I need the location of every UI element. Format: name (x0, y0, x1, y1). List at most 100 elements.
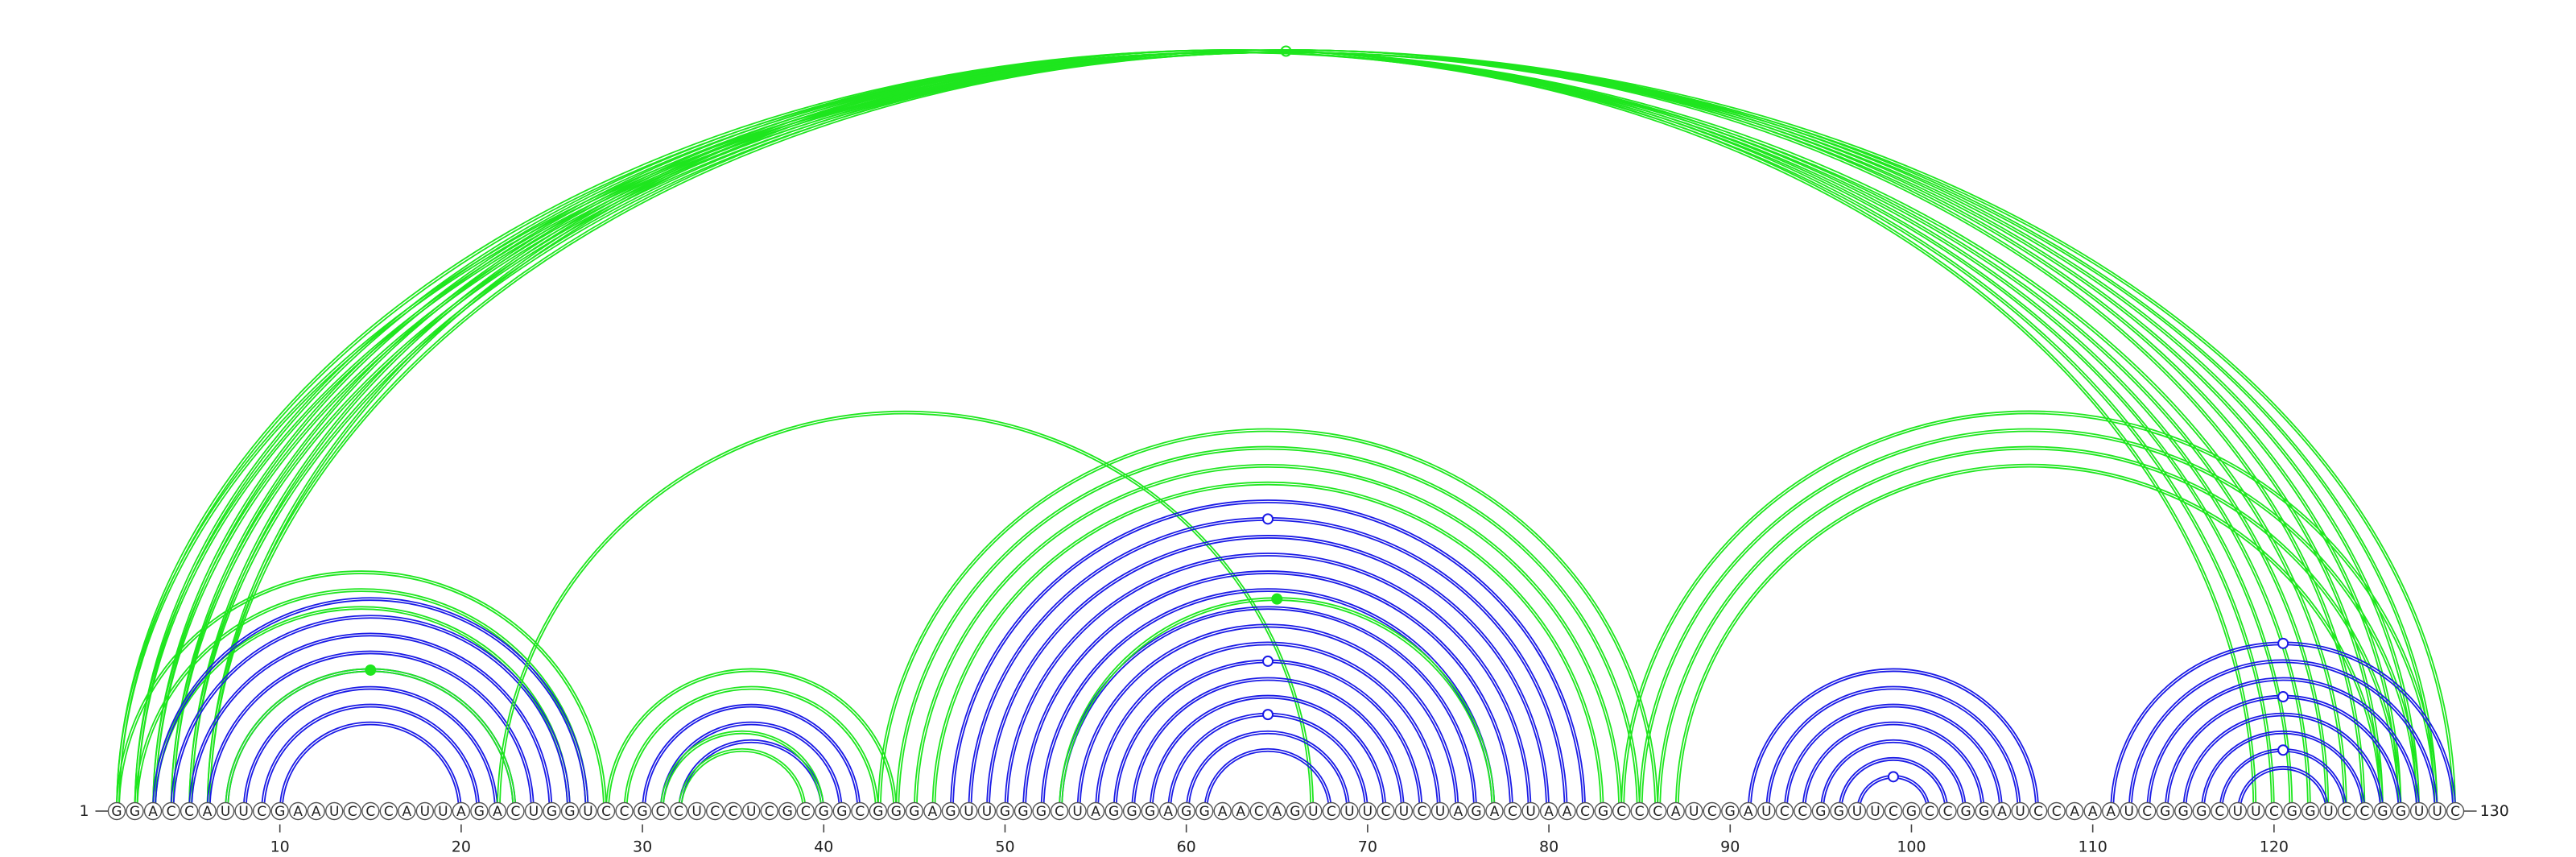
nucleotide-letter: C (1943, 804, 1953, 820)
nucleotide-circle (977, 801, 997, 821)
base-pair-arc-inner (263, 706, 478, 812)
base-pair-arc (2236, 766, 2330, 812)
nucleotide-circle (960, 801, 978, 821)
nucleotide-circle (1467, 801, 1486, 821)
nucleotide-letter: U (1870, 804, 1880, 820)
nucleotide-letter: G (2178, 804, 2189, 820)
nucleotide-letter: U (1525, 804, 1535, 820)
base-pair-arc-inner (2239, 768, 2327, 812)
nucleotide-circle (434, 801, 452, 821)
nucleotide-circle (2247, 801, 2265, 821)
base-pair-arc-inner (208, 652, 532, 812)
nucleotide-circle (1013, 801, 1033, 821)
base-pair-arc-inner (191, 52, 2273, 812)
nucleotide-letter: G (564, 804, 575, 820)
nucleotide-letter: C (656, 804, 666, 820)
base-pair-arc-inner (118, 573, 605, 812)
nucleotide-letter: U (691, 804, 701, 820)
nucleotide-letter: G (945, 804, 956, 820)
nucleotide-letter: C (1327, 804, 1336, 820)
nucleotide-letter: A (1997, 804, 2007, 820)
nucleotide-circle (1630, 801, 1649, 821)
nucleotide-letter: C (2450, 804, 2460, 820)
base-pair-arc (242, 685, 498, 812)
nucleotide-letter: A (1236, 804, 1245, 820)
base-pair-arc-inner (227, 670, 514, 812)
nucleotide-letter: G (2396, 804, 2406, 820)
nucleotide-letter: G (2160, 804, 2170, 820)
nucleotide-letter: U (1689, 804, 1699, 820)
nucleotide-letter: C (710, 804, 720, 820)
base-pair-arc (206, 650, 535, 812)
base-pair-arc-inner (1115, 661, 1421, 812)
base-pair-arc-inner (989, 537, 1547, 812)
nucleotide-letter: G (2196, 804, 2207, 820)
open-pair-marker (2277, 637, 2289, 649)
nucleotide-letter: A (203, 804, 213, 820)
nucleotide-letter: G (2305, 804, 2315, 820)
nucleotide-letter: G (1036, 804, 1046, 820)
nucleotide-circle (1104, 801, 1123, 821)
nucleotide-circle (325, 801, 344, 821)
nucleotide-circle (2138, 801, 2157, 821)
nucleotide-circle (1177, 801, 1195, 821)
nucleotide-circle (597, 801, 616, 821)
nucleotide-circle (1866, 801, 1885, 821)
nucleotide-letter: G (1290, 804, 1300, 820)
nucleotide-circle (1122, 801, 1141, 821)
base-pair-arc (1203, 747, 1332, 812)
nucleotide-circle (252, 801, 271, 821)
nucleotide-letter: G (1471, 804, 1481, 820)
base-pair-arc-inner (644, 706, 859, 812)
base-pair-arc (1076, 623, 1459, 812)
base-pair-arc (1783, 703, 2003, 812)
nucleotide-circle (996, 801, 1014, 821)
nucleotide-circle (2192, 801, 2211, 821)
nucleotide-letter: C (1798, 804, 1807, 820)
nucleotide-circle (851, 801, 869, 821)
base-pair-arc-inner (1623, 412, 2436, 812)
base-pair-arc-inner (1749, 670, 2037, 812)
base-pair-arc-inner (1079, 626, 1457, 812)
base-pair-arc-inner (1006, 555, 1530, 812)
base-pair-arc-inner (155, 599, 587, 812)
nucleotide-letter: C (855, 804, 865, 820)
nucleotide-circle (1249, 801, 1268, 821)
nucleotide-letter: A (456, 804, 466, 820)
nucleotide-letter: U (1399, 804, 1409, 820)
nucleotide-letter: U (2251, 804, 2260, 820)
nucleotide-circle (379, 801, 398, 821)
nucleotide-letter: U (420, 804, 430, 820)
nucleotide-letter: G (909, 804, 919, 820)
green-arc-group (116, 49, 2347, 812)
nucleotide-letter: C (511, 804, 521, 820)
base-pair-arc (659, 721, 843, 812)
tick-label: 70 (1358, 838, 1377, 856)
nucleotide-letter: C (1925, 804, 1934, 820)
base-pair-arc (986, 535, 1550, 812)
base-pair-arc-inner (136, 590, 587, 812)
nucleotide-letter: C (1418, 804, 1427, 820)
nucleotide-letter: U (583, 804, 592, 820)
nucleotide-circle (705, 801, 724, 821)
nucleotide-letter: C (1580, 804, 1590, 820)
nucleotide-circle (941, 801, 960, 821)
nucleotide-letter: U (1072, 804, 1082, 820)
nucleotide-circle (2228, 801, 2248, 821)
green-arc-group (659, 730, 825, 812)
nucleotide-letter: A (1744, 804, 1753, 820)
open-pair-marker (1262, 513, 1274, 525)
nucleotide-circle (1158, 801, 1178, 821)
nucleotide-letter: C (1616, 804, 1626, 820)
nucleotide-circle (1721, 801, 1740, 821)
position-axis: 10 20 30 40 50 60 70 80 90 100 110 120 (270, 824, 2289, 856)
base-pair-arc-inner (499, 412, 1312, 812)
nucleotide-circle (760, 801, 778, 821)
base-pair-arc-inner (2185, 714, 2381, 812)
nucleotide-letter: A (1091, 804, 1100, 820)
nucleotide-circle (270, 801, 289, 821)
nucleotide-letter: C (765, 804, 774, 820)
base-pair-arc (1674, 463, 2384, 812)
base-pair-arc-inner (1822, 741, 1964, 812)
